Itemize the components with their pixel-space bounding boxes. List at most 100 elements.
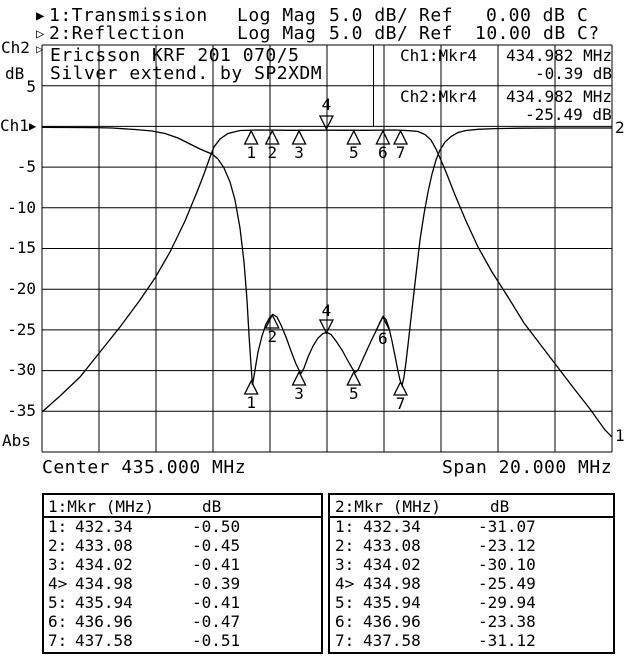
- marker-db: -23.38: [478, 612, 536, 631]
- ch1-trace-name: 1:Transmission: [49, 5, 208, 26]
- marker5-trace1-label: 5: [349, 143, 359, 162]
- ytick--5: -5: [16, 157, 36, 176]
- marker7-trace1-label: 7: [396, 143, 406, 162]
- table1-row-2: 2: 433.08 -0.45: [44, 538, 321, 557]
- marker-freq: 433.08: [363, 536, 421, 555]
- marker-freq: 434.98: [363, 574, 421, 593]
- trace-1-transmission: [41, 129, 613, 438]
- table1-row-4: 4> 434.98 -0.39: [44, 576, 321, 595]
- marker-db: -0.39: [192, 574, 241, 593]
- marker-freq: 436.96: [363, 612, 421, 631]
- marker-freq: 436.96: [75, 612, 133, 631]
- table2-row-3: 3: 434.02 -30.10: [330, 557, 613, 576]
- db-unit-label: dB: [5, 64, 25, 83]
- table2-row-5: 5: 435.94 -29.94: [330, 595, 613, 614]
- marker-freq: 437.58: [363, 631, 421, 650]
- marker7-trace2-label: 7: [396, 394, 406, 413]
- marker-freq: 432.34: [75, 517, 133, 536]
- table1-row-6: 6: 436.96 -0.47: [44, 614, 321, 633]
- marker-glyphs: [243, 115, 409, 396]
- x-axis-center-label: Center 435.000 MHz: [42, 457, 247, 478]
- table2-row-6: 6: 436.96 -23.38: [330, 614, 613, 633]
- marker-db: -0.41: [192, 593, 241, 612]
- table1-row-3: 3: 434.02 -0.41: [44, 557, 321, 576]
- table2-header-left: 2:Mkr (MHz): [335, 497, 441, 516]
- marker-num: 6:: [335, 612, 355, 631]
- ytick--10: -10: [7, 198, 36, 217]
- marker-num: 6:: [48, 612, 68, 631]
- marker-num: 1:: [335, 517, 355, 536]
- marker-db: -31.12: [478, 631, 536, 650]
- table1-header-left: 1:Mkr (MHz): [48, 497, 154, 516]
- marker4-trace2-label: 4: [322, 301, 332, 320]
- ch1-scale: 5.0 dB/: [329, 5, 409, 26]
- ch2-format: Log Mag: [237, 23, 317, 44]
- table2-row-1: 1: 432.34 -31.07: [330, 519, 613, 538]
- ch1-active-icon: ▶: [36, 8, 45, 24]
- marker1-trace1-label: 1: [246, 143, 256, 162]
- ch1-marker-readout-freq: 434.982 MHz: [506, 46, 612, 65]
- marker-num: 2:: [48, 536, 68, 555]
- table2-row-2: 2: 433.08 -23.12: [330, 538, 613, 557]
- trace1-end-label: 1: [615, 426, 625, 445]
- plot-title-line2: Silver extend. by SP2XDM: [50, 63, 323, 84]
- marker5-trace2-label: 5: [349, 384, 359, 403]
- ch2-marker-readout-freq: 434.982 MHz: [506, 87, 612, 106]
- marker-db: -0.47: [192, 612, 241, 631]
- ytick--25: -25: [7, 320, 36, 339]
- trace2-end-label: 2: [615, 118, 625, 137]
- marker-freq: 434.98: [75, 574, 133, 593]
- marker-db: -0.51: [192, 631, 241, 650]
- ch1-axis-label: Ch1: [0, 116, 29, 135]
- table2-row-4: 4> 434.98 -25.49: [330, 576, 613, 595]
- marker2-trace1-label: 2: [267, 143, 277, 162]
- ytick--20: -20: [7, 279, 36, 298]
- marker-freq: 433.08: [75, 536, 133, 555]
- ch1-marker-readout-value: -0.39 dB: [535, 64, 613, 83]
- ch2-cal-status: C?: [577, 23, 600, 44]
- ch1-marker-readout-label: Ch1:Mkr4: [400, 46, 478, 65]
- marker-db: -29.94: [478, 593, 536, 612]
- marker6-trace2-label: 6: [378, 329, 388, 348]
- marker-freq: 434.02: [363, 555, 421, 574]
- ytick-plus5: 5: [26, 77, 36, 96]
- marker-db: -25.49: [478, 574, 536, 593]
- marker-table-trace1: 1:Mkr (MHz) dB 1: 432.34 -0.50 2: 433.08 -0.4…: [42, 493, 323, 654]
- marker-num: 5:: [48, 593, 68, 612]
- marker-num: 2:: [335, 536, 355, 555]
- ch2-active-icon: ▷: [36, 26, 45, 42]
- table1-row-1: 1: 432.34 -0.50: [44, 519, 321, 538]
- marker-num: 4>: [48, 574, 68, 593]
- graticule-grid: [41, 44, 613, 453]
- marker-db: -0.45: [192, 536, 241, 555]
- marker-num: 3:: [48, 555, 68, 574]
- ch1-ref-value: 0.00 dB: [486, 5, 566, 26]
- marker-table-trace2: 2:Mkr (MHz) dB 1: 432.34 -31.07 2: 433.08 -23…: [328, 493, 615, 654]
- marker-db: -30.10: [478, 555, 536, 574]
- marker-freq: 435.94: [75, 593, 133, 612]
- marker-db: -0.41: [192, 555, 241, 574]
- ch2-trace-name: 2:Reflection: [49, 23, 186, 44]
- marker-freq: 434.02: [75, 555, 133, 574]
- marker-db: -0.50: [192, 517, 241, 536]
- table2-header-right: dB: [490, 497, 510, 516]
- ytick--35: -35: [7, 401, 36, 420]
- marker2-trace2-label: 2: [267, 327, 277, 346]
- ch1-format: Log Mag: [237, 5, 317, 26]
- trace-2-reflection: [41, 126, 612, 388]
- table1-row-7: 7: 437.58 -0.51: [44, 633, 321, 652]
- marker-freq: 435.94: [363, 593, 421, 612]
- x-axis-span-label: Span 20.000 MHz: [442, 457, 613, 478]
- marker-num: 3:: [335, 555, 355, 574]
- marker-num: 7:: [335, 631, 355, 650]
- marker3-trace2-label: 3: [294, 384, 304, 403]
- ytick--15: -15: [7, 238, 36, 257]
- marker6-trace1-label: 6: [378, 143, 388, 162]
- marker-freq: 437.58: [75, 631, 133, 650]
- marker1-trace2-label: 1: [246, 393, 256, 412]
- plot-title-line1: Ericsson KRF 201 070/5: [50, 45, 300, 66]
- ch2-marker-readout-value: -25.49 dB: [525, 105, 612, 124]
- ch1-ref-marker-icon: ▶: [29, 119, 37, 133]
